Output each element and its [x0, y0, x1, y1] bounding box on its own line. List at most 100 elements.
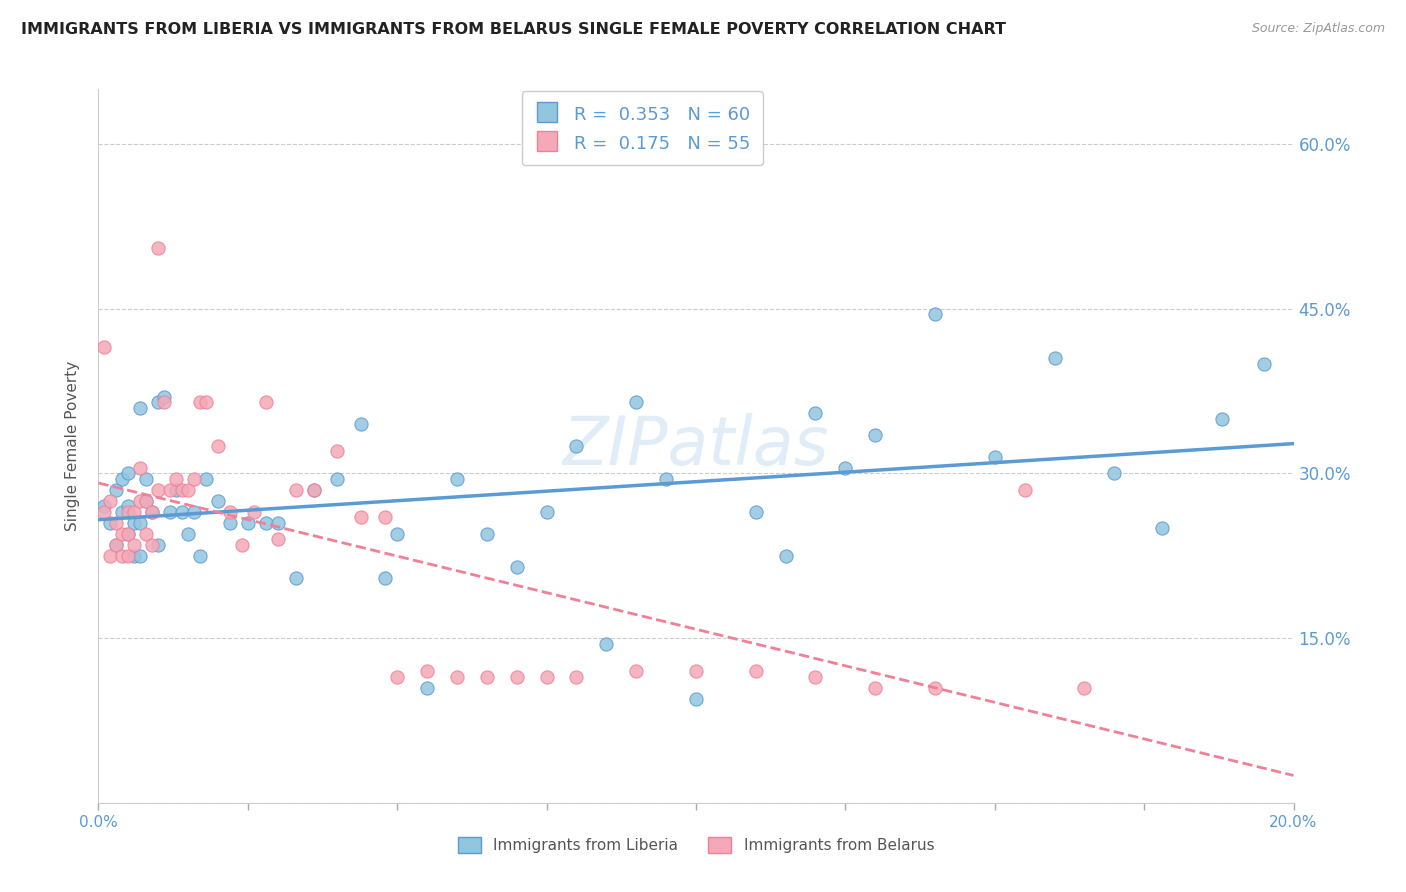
Point [595, 637, 617, 651]
Point [302, 483, 325, 497]
Point [236, 516, 259, 530]
Point [141, 538, 163, 552]
Point [685, 691, 707, 706]
Point [153, 395, 176, 409]
Point [267, 516, 290, 530]
Point [924, 681, 946, 695]
Point [1043, 351, 1066, 366]
Point [135, 472, 157, 486]
Point [148, 241, 170, 255]
Point [865, 428, 887, 442]
Point [124, 516, 146, 530]
Point [177, 526, 200, 541]
Point [326, 472, 349, 486]
Point [148, 483, 170, 497]
Point [385, 669, 409, 683]
Y-axis label: Single Female Poverty: Single Female Poverty [65, 361, 80, 531]
Point [1014, 483, 1036, 497]
Point [775, 549, 797, 563]
Point [124, 549, 146, 563]
Point [105, 516, 128, 530]
Point [165, 483, 187, 497]
Point [655, 472, 678, 486]
Point [804, 669, 827, 683]
Point [626, 664, 648, 678]
Point [685, 664, 707, 678]
Point [117, 467, 139, 481]
Point [207, 439, 229, 453]
Point [135, 494, 157, 508]
Point [111, 505, 134, 519]
Point [159, 505, 181, 519]
Point [416, 664, 439, 678]
Point [148, 538, 170, 552]
Point [1073, 681, 1095, 695]
Point [98, 516, 122, 530]
Point [117, 526, 139, 541]
Point [207, 494, 229, 508]
Point [350, 417, 373, 431]
Point [506, 559, 529, 574]
Point [385, 526, 409, 541]
Point [475, 669, 498, 683]
Point [183, 472, 205, 486]
Point [374, 571, 396, 585]
Point [254, 395, 277, 409]
Point [745, 505, 768, 519]
Point [302, 483, 325, 497]
Point [135, 526, 157, 541]
Point [626, 395, 648, 409]
Point [177, 483, 200, 497]
Point [165, 472, 187, 486]
Point [475, 526, 498, 541]
Point [565, 439, 588, 453]
Point [536, 669, 558, 683]
Point [195, 395, 218, 409]
Point [565, 669, 588, 683]
Point [93, 500, 115, 514]
Point [124, 505, 146, 519]
Point [153, 390, 176, 404]
Point [924, 307, 946, 321]
Point [129, 461, 152, 475]
Point [416, 681, 439, 695]
Point [984, 450, 1007, 464]
Point [804, 406, 827, 420]
Point [98, 549, 122, 563]
Point [117, 500, 139, 514]
Point [865, 681, 887, 695]
Point [195, 472, 218, 486]
Point [105, 538, 128, 552]
Point [446, 472, 468, 486]
Point [374, 510, 396, 524]
Point [284, 571, 307, 585]
Point [159, 483, 181, 497]
Text: Source: ZipAtlas.com: Source: ZipAtlas.com [1251, 22, 1385, 36]
Point [284, 483, 307, 497]
Point [148, 395, 170, 409]
Point [105, 483, 128, 497]
Point [1104, 467, 1126, 481]
Point [111, 549, 134, 563]
Point [117, 526, 139, 541]
Point [254, 516, 277, 530]
Point [124, 538, 146, 552]
Point [172, 483, 194, 497]
Point [1152, 521, 1174, 535]
Point [98, 494, 122, 508]
Point [446, 669, 468, 683]
Point [93, 340, 115, 354]
Point [129, 516, 152, 530]
Point [135, 494, 157, 508]
Point [129, 549, 152, 563]
Point [350, 510, 373, 524]
Point [129, 401, 152, 415]
Point [326, 444, 349, 458]
Point [219, 505, 242, 519]
Point [231, 538, 253, 552]
Text: ZIPatlas: ZIPatlas [562, 413, 830, 479]
Point [117, 505, 139, 519]
Point [111, 472, 134, 486]
Point [745, 664, 768, 678]
Point [834, 461, 856, 475]
